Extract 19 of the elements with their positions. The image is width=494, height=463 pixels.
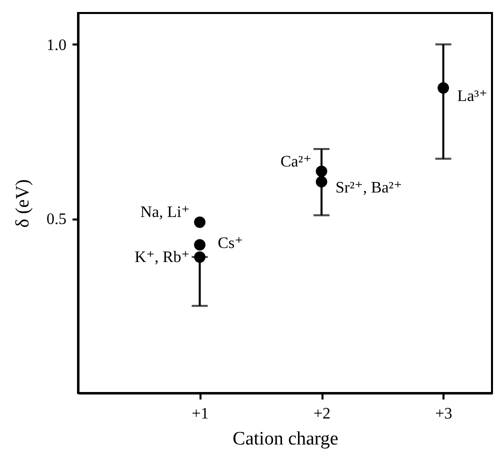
point — [194, 216, 206, 228]
annotation: Cs⁺ — [218, 234, 244, 252]
y-axis-title: δ (eV) — [12, 179, 34, 228]
point — [194, 251, 206, 263]
y-tick-label: 0.5 — [46, 211, 66, 228]
x-axis-title: Cation charge — [232, 428, 338, 450]
point — [316, 166, 328, 177]
point — [194, 239, 206, 251]
y-tick-label: 1.0 — [46, 36, 66, 54]
x-tick-label: +2 — [314, 406, 331, 422]
annotation: Na, Li⁺ — [140, 204, 190, 222]
annotation: K⁺, Rb⁺ — [134, 249, 190, 266]
point — [316, 176, 328, 188]
x-tick-label: +1 — [192, 406, 209, 422]
annotation: Ca²⁺ — [280, 153, 312, 170]
annotation: Sr²⁺, Ba²⁺ — [336, 180, 402, 197]
point — [438, 82, 449, 94]
x-tick-label: +3 — [435, 406, 452, 422]
annotation: La³⁺ — [457, 88, 488, 105]
